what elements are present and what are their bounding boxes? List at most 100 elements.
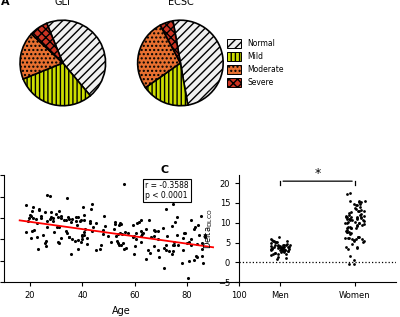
Point <box>180 236 186 241</box>
Point <box>348 209 355 214</box>
Point <box>199 241 206 246</box>
Point <box>284 249 291 254</box>
Point <box>354 215 360 220</box>
Point <box>344 216 350 221</box>
Point <box>286 244 292 249</box>
Point <box>140 230 146 236</box>
Point <box>283 243 289 248</box>
Point <box>78 218 84 223</box>
Point <box>90 224 97 230</box>
Point <box>174 243 181 248</box>
Point <box>275 242 282 247</box>
Point <box>191 226 197 231</box>
Point <box>269 238 275 243</box>
Point <box>275 255 281 260</box>
Point <box>116 243 122 248</box>
Point <box>51 229 58 234</box>
Point <box>78 236 85 241</box>
Point <box>347 231 354 236</box>
Point <box>32 217 39 222</box>
Point <box>275 245 282 250</box>
Point <box>138 239 144 244</box>
Point <box>342 244 349 249</box>
Point <box>120 240 126 245</box>
Point <box>195 223 202 228</box>
Point <box>63 229 70 234</box>
Point <box>81 232 87 237</box>
Point <box>344 227 350 232</box>
Point <box>356 235 362 240</box>
Point <box>123 245 130 250</box>
Point <box>356 220 362 225</box>
Point <box>114 238 120 243</box>
Point <box>88 206 95 211</box>
Point <box>352 205 358 210</box>
Point <box>171 220 178 225</box>
Point <box>278 245 285 250</box>
Point <box>345 220 351 225</box>
Point <box>361 239 367 244</box>
Point <box>268 244 274 249</box>
Point <box>357 202 364 207</box>
Text: *: * <box>314 167 321 180</box>
Point <box>47 193 53 198</box>
Point <box>348 214 354 219</box>
Point <box>283 251 289 256</box>
Point <box>188 237 194 242</box>
Point <box>23 203 29 208</box>
Point <box>84 236 90 241</box>
Point <box>272 250 278 255</box>
Point <box>55 240 61 245</box>
Point <box>185 275 191 281</box>
Point <box>73 214 79 219</box>
Point <box>358 222 365 227</box>
Point <box>136 220 142 225</box>
Point <box>343 213 350 218</box>
Point <box>145 247 151 252</box>
Point <box>156 254 162 259</box>
Point <box>55 214 62 219</box>
Point <box>282 248 288 253</box>
Point <box>111 227 118 232</box>
Point <box>346 212 352 217</box>
Point <box>351 237 357 242</box>
Point <box>89 228 95 233</box>
Point <box>347 217 354 222</box>
Point <box>117 220 123 225</box>
Point <box>115 231 122 236</box>
Point <box>38 216 44 221</box>
Point <box>131 233 138 238</box>
Point <box>354 215 360 220</box>
Point <box>120 246 127 251</box>
Point <box>279 244 286 249</box>
Point <box>196 232 202 237</box>
Point <box>115 222 122 227</box>
Point <box>42 238 49 243</box>
Point <box>343 230 350 235</box>
Point <box>53 211 59 217</box>
Point <box>346 262 352 267</box>
Point <box>282 248 288 253</box>
Point <box>171 240 178 245</box>
Point <box>360 218 367 223</box>
Point <box>79 233 85 238</box>
Point <box>47 217 54 222</box>
Point <box>92 220 99 225</box>
Point <box>271 244 277 249</box>
Point <box>352 219 358 224</box>
Point <box>100 231 106 236</box>
Point <box>163 206 169 211</box>
Point <box>354 235 361 240</box>
Point <box>202 235 209 240</box>
Point <box>173 233 180 238</box>
Point <box>155 236 162 241</box>
Point <box>188 243 194 248</box>
Point <box>168 223 175 229</box>
Point <box>276 234 282 239</box>
Point <box>130 235 136 240</box>
Point <box>151 243 158 248</box>
Point <box>58 236 65 241</box>
Point <box>272 250 278 256</box>
Point <box>351 202 357 207</box>
Point <box>101 214 107 219</box>
